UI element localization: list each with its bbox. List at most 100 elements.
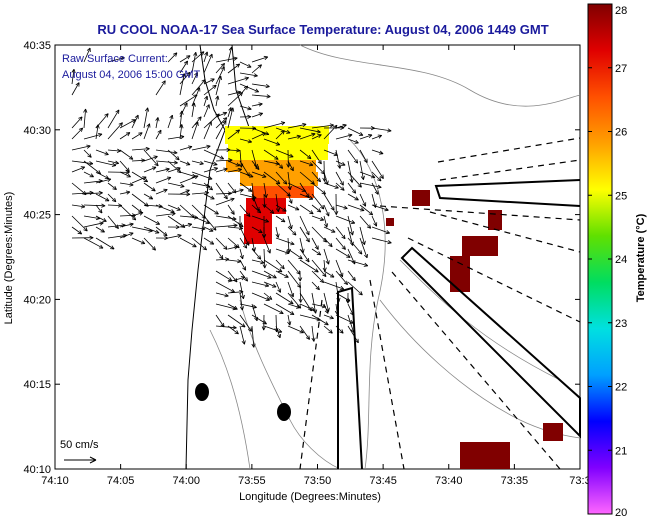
current-arrow <box>95 160 116 166</box>
current-arrowhead <box>242 266 247 271</box>
swath-outline-3 <box>434 179 581 207</box>
current-arrow <box>311 193 325 210</box>
marker-blob <box>277 403 291 421</box>
current-arrow <box>107 215 119 229</box>
current-arrowhead <box>377 184 382 189</box>
current-arrowhead <box>129 222 134 227</box>
current-arrowhead <box>104 151 109 156</box>
current-arrow <box>83 237 104 249</box>
current-arrowhead <box>230 210 235 215</box>
current-arrowhead <box>247 187 253 192</box>
current-arrowhead <box>341 234 346 240</box>
sst-cell <box>543 423 563 441</box>
current-arrow <box>179 223 192 228</box>
current-arrowhead <box>267 295 273 300</box>
current-arrowhead <box>161 80 166 85</box>
current-arrow <box>299 149 312 160</box>
current-arrowhead <box>112 185 117 190</box>
current-arrowhead <box>277 333 281 339</box>
current-arrow <box>203 84 217 96</box>
current-arrowhead <box>363 158 368 164</box>
current-arrow <box>251 281 269 287</box>
current-arrow <box>191 102 195 118</box>
current-arrow <box>251 64 262 74</box>
current-arrowhead <box>208 176 213 180</box>
current-arrowhead <box>239 163 244 168</box>
current-arrow <box>83 149 92 158</box>
current-arrow <box>203 182 213 191</box>
current-arrow <box>95 178 112 184</box>
current-arrowhead <box>311 132 316 137</box>
current-arrowhead <box>213 161 218 166</box>
current-arrow <box>323 314 334 319</box>
current-arrow <box>203 204 219 215</box>
current-arrow <box>155 189 168 195</box>
current-arrow <box>131 132 143 140</box>
current-arrow <box>227 77 249 85</box>
current-arrow <box>227 149 240 151</box>
current-arrowhead <box>349 231 354 236</box>
current-arrowhead <box>104 197 110 202</box>
current-arrowhead <box>241 340 246 345</box>
current-arrowhead <box>131 119 136 124</box>
current-arrow <box>143 193 153 200</box>
current-arrowhead <box>138 211 144 216</box>
current-arrow <box>239 204 251 217</box>
current-arrow <box>155 226 168 237</box>
current-arrow <box>323 226 336 233</box>
current-arrow <box>311 182 326 195</box>
current-arrowhead <box>277 288 282 293</box>
current-arrowhead <box>286 248 291 253</box>
current-arrowhead <box>362 202 367 207</box>
current-arrowhead <box>328 329 333 334</box>
current-arrow <box>227 47 232 63</box>
current-arrow <box>227 303 238 310</box>
current-arrow <box>107 234 127 239</box>
current-arrow <box>215 182 228 200</box>
current-arrowhead <box>256 209 262 214</box>
current-arrowhead <box>289 166 294 172</box>
sst-cell <box>225 126 329 144</box>
colorbar-label: Temperature (°C) <box>635 213 647 302</box>
current-arrow <box>191 215 210 224</box>
annotation-line-2: August 04, 2006 15:00 GMT <box>62 69 200 81</box>
current-arrowhead <box>339 285 345 290</box>
current-arrow <box>263 171 281 185</box>
current-arrow <box>323 303 329 314</box>
current-arrowhead <box>202 246 207 251</box>
current-arrow <box>251 103 263 107</box>
current-arrow <box>95 193 110 202</box>
current-arrowhead <box>264 131 270 136</box>
current-arrowhead <box>230 107 235 112</box>
current-arrow <box>323 149 338 156</box>
x-tick-label: 73:45 <box>369 475 397 487</box>
current-arrow <box>203 78 215 85</box>
current-arrowhead <box>353 159 359 164</box>
current-arrowhead <box>289 153 294 158</box>
sst-cell <box>462 236 498 256</box>
current-arrow <box>311 124 334 129</box>
current-arrow <box>215 258 229 261</box>
current-arrow <box>251 204 262 214</box>
current-arrow <box>275 303 295 315</box>
current-arrow <box>299 303 315 311</box>
current-arrow <box>119 149 134 160</box>
current-arrow <box>215 57 238 63</box>
current-arrow <box>167 52 178 63</box>
current-arrowhead <box>307 154 312 160</box>
colorbar-tick-label: 24 <box>615 254 627 266</box>
current-arrowhead <box>309 210 314 215</box>
current-arrow <box>203 149 224 160</box>
current-arrow <box>323 193 335 211</box>
current-arrow <box>83 108 86 129</box>
current-arrow <box>191 160 204 165</box>
current-arrow <box>83 215 100 219</box>
current-arrowhead <box>166 176 172 181</box>
current-arrow <box>71 127 83 140</box>
current-arrowhead <box>230 197 235 202</box>
current-arrowhead <box>329 123 334 128</box>
current-arrowhead <box>146 123 151 128</box>
current-arrow <box>287 182 306 192</box>
current-arrow <box>215 325 237 329</box>
current-arrowhead <box>373 222 378 227</box>
